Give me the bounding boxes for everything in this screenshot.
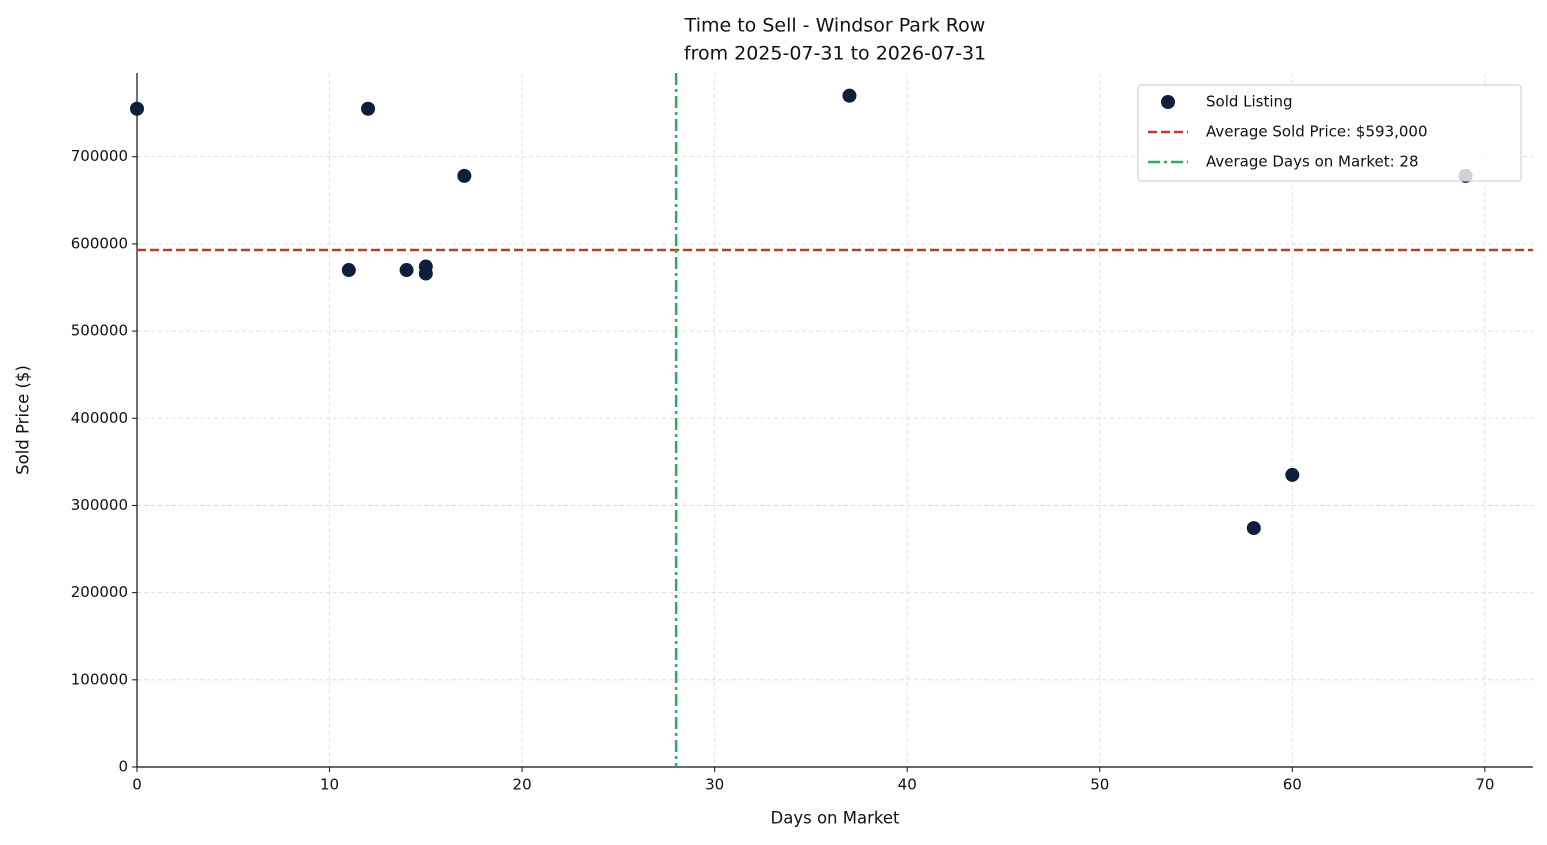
legend-label: Sold Listing [1206,93,1293,111]
point [341,263,356,278]
legend-marker [1161,95,1175,109]
y-tick-label: 300000 [71,496,128,514]
legend: Sold Listing Average Sold Price: $593,000… [1137,84,1522,182]
x-axis-label: Days on Market [771,809,900,828]
y-axis-label: Sold Price ($) [14,365,33,475]
y-tick-label: 400000 [71,409,128,427]
y-tick-label: 100000 [71,670,128,688]
y-tick-label: 700000 [71,147,128,165]
y-tick-label: 500000 [71,322,128,340]
legend-label: Average Days on Market: 28 [1206,153,1419,171]
legend-label: Average Sold Price: $593,000 [1206,123,1428,141]
point [130,101,144,116]
y-tick-label: 600000 [71,234,128,252]
point [457,168,472,183]
grid: 0 10 20 30 40 50 60 70 0 100000 200000 300000 400000… [71,73,1533,794]
point [361,101,376,116]
x-tick-label: 10 [320,776,339,794]
point [418,266,433,281]
x-tick-label: 0 [132,776,142,794]
point [1285,467,1300,482]
x-tick-label: 30 [705,776,724,794]
x-tick-label: 50 [1090,776,1109,794]
y-tick-label: 200000 [71,583,128,601]
x-tick-label: 70 [1475,776,1494,794]
x-tick-label: 20 [513,776,532,794]
legend-box [1137,84,1522,182]
x-tick-label: 40 [898,776,917,794]
point [399,263,414,278]
point [1246,521,1261,536]
point [842,88,857,103]
y-tick-label: 0 [118,758,128,776]
x-tick-label: 60 [1283,776,1302,794]
chart-title: Time to Sell - Windsor Park Row [684,15,986,37]
chart-subtitle: from 2025-07-31 to 2026-07-31 [684,43,986,65]
